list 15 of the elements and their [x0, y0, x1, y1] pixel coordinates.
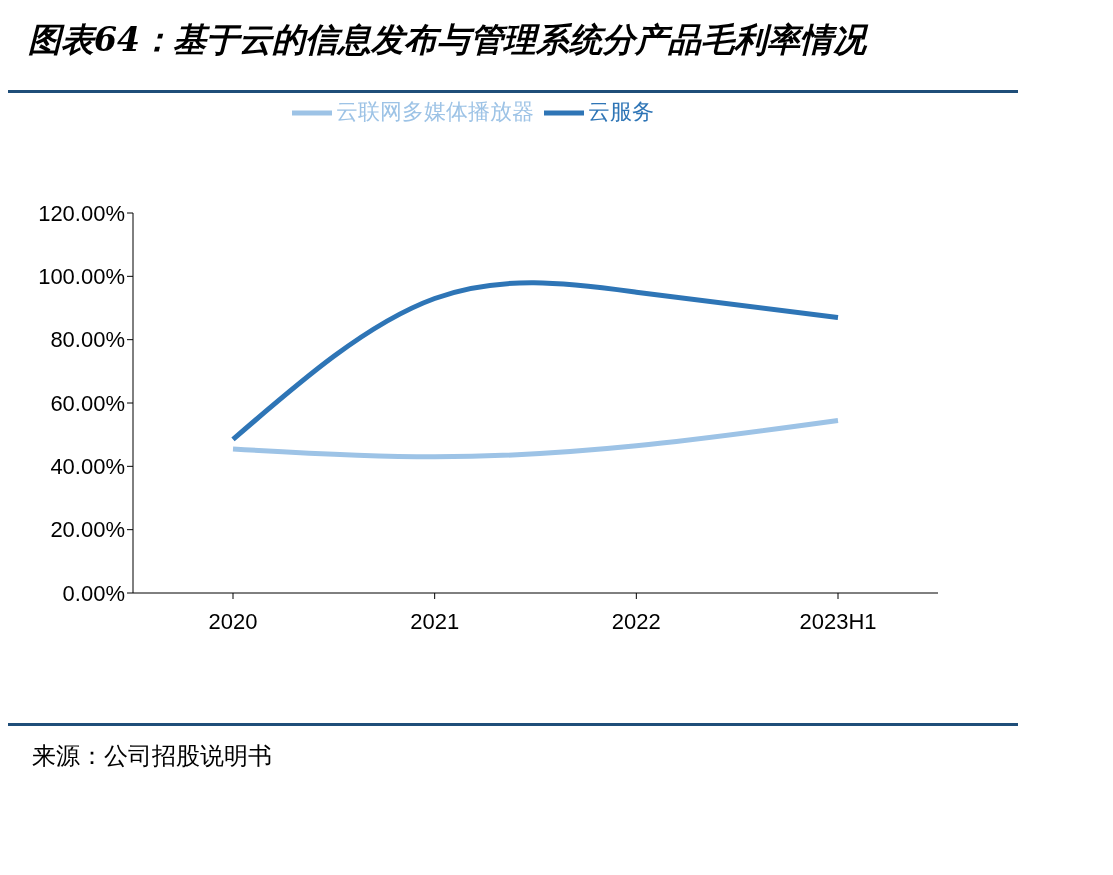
legend-label: 云服务	[588, 99, 654, 124]
y-tick-label: 60.00%	[50, 390, 125, 416]
chart-title: 图表64：基于云的信息发布与管理系统分产品毛利率情况	[27, 19, 869, 61]
source-note: 来源：公司招股说明书	[31, 741, 273, 772]
y-tick-label: 120.00%	[38, 200, 125, 226]
y-tick-label: 0.00%	[62, 580, 125, 606]
y-tick-label: 80.00%	[50, 327, 125, 353]
x-tick-label: 2020	[208, 608, 258, 634]
y-tick-label: 100.00%	[38, 264, 125, 290]
x-tick-label: 2021	[410, 608, 460, 634]
legend-label: 云联网多媒体播放器	[336, 99, 534, 124]
x-tick-label: 2022	[611, 608, 661, 634]
x-tick-label: 2023H1	[799, 608, 877, 634]
y-tick-label: 40.00%	[50, 454, 125, 480]
y-tick-label: 20.00%	[50, 517, 125, 543]
